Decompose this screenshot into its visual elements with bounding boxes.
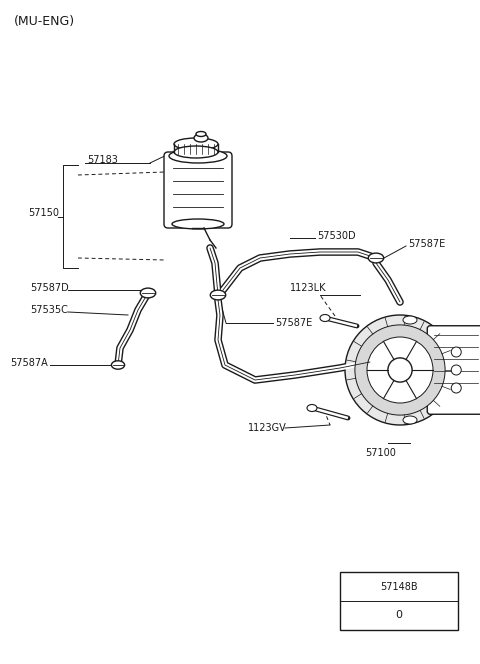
Circle shape [367,337,433,403]
Text: 57587D: 57587D [30,283,69,293]
Text: 1123LK: 1123LK [290,283,326,293]
FancyBboxPatch shape [427,326,480,414]
Text: (MU-ENG): (MU-ENG) [14,15,75,29]
Text: 0: 0 [396,610,403,620]
Ellipse shape [196,131,206,137]
Ellipse shape [111,361,125,369]
Text: 57587A: 57587A [10,358,48,368]
Circle shape [345,315,455,425]
Ellipse shape [140,288,156,298]
Ellipse shape [403,316,417,324]
Circle shape [355,325,445,415]
Text: 1123GV: 1123GV [248,423,287,433]
Text: 57587E: 57587E [408,239,445,249]
Ellipse shape [320,315,330,321]
Circle shape [388,358,412,382]
Text: 57587E: 57587E [275,318,312,328]
Ellipse shape [307,404,317,412]
Ellipse shape [174,146,218,158]
Text: 57150: 57150 [28,207,59,218]
Ellipse shape [403,416,417,424]
Circle shape [451,383,461,393]
Ellipse shape [368,253,384,263]
Text: 57100: 57100 [365,448,396,458]
Text: 57530D: 57530D [317,231,356,241]
Circle shape [451,365,461,375]
Ellipse shape [169,149,227,163]
Text: 57535C: 57535C [30,305,68,315]
Text: 57183: 57183 [87,155,118,165]
Ellipse shape [210,290,226,300]
Ellipse shape [172,219,224,229]
FancyBboxPatch shape [164,152,232,228]
Ellipse shape [174,138,218,150]
Text: 57148B: 57148B [380,582,418,592]
Bar [340,572,458,630]
Ellipse shape [194,134,208,142]
Circle shape [451,347,461,357]
